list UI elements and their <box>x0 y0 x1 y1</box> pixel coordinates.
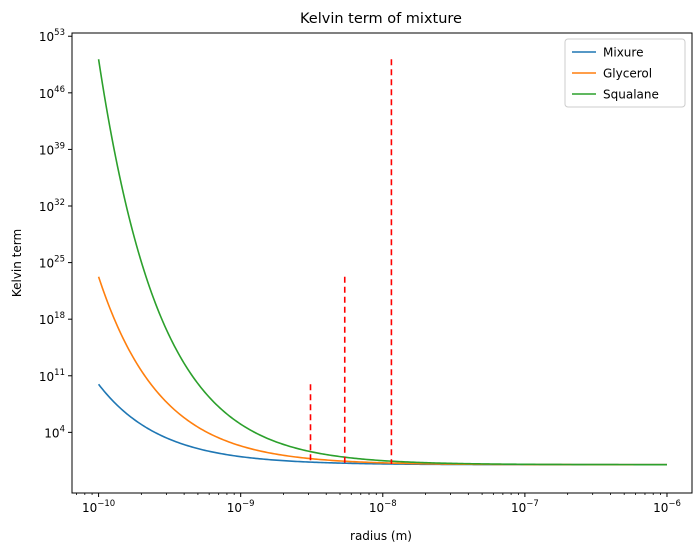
chart-title: Kelvin term of mixture <box>300 11 462 27</box>
series-line-mixure <box>97 383 667 466</box>
plot-layer <box>97 59 667 466</box>
legend-box <box>564 38 686 108</box>
legend-label-mixure: Mixure <box>603 46 643 60</box>
x-tick-label: 10−10 <box>82 499 115 515</box>
series-line-squalane <box>97 59 667 466</box>
y-tick-label: 1046 <box>39 85 65 101</box>
x-tick-label: 10−9 <box>227 499 255 515</box>
legend-label-glycerol: Glycerol <box>603 67 652 81</box>
y-tick-label: 1039 <box>39 141 65 157</box>
legend: Mixure Glycerol Squalane <box>564 38 686 108</box>
y-tick-label: 1018 <box>39 311 65 327</box>
y-axis-ticks: 104 1011 1018 1025 1032 1039 1046 1053 <box>39 28 72 440</box>
x-tick-label: 10−7 <box>511 499 539 515</box>
x-tick-label: 10−8 <box>369 499 397 515</box>
y-axis-label: Kelvin term <box>10 229 24 297</box>
y-tick-label: 1032 <box>39 198 65 214</box>
x-axis-label: radius (m) <box>350 529 412 543</box>
y-tick-label: 1025 <box>39 255 65 271</box>
x-tick-label: 10−6 <box>653 499 681 515</box>
x-axis-ticks: 10−10 10−9 10−8 10−7 10−6 <box>76 493 681 515</box>
y-tick-label: 1053 <box>39 28 65 44</box>
y-tick-label: 104 <box>44 424 65 440</box>
legend-label-squalane: Squalane <box>603 88 659 102</box>
series-line-glycerol <box>97 276 667 466</box>
y-tick-label: 1011 <box>39 368 65 384</box>
